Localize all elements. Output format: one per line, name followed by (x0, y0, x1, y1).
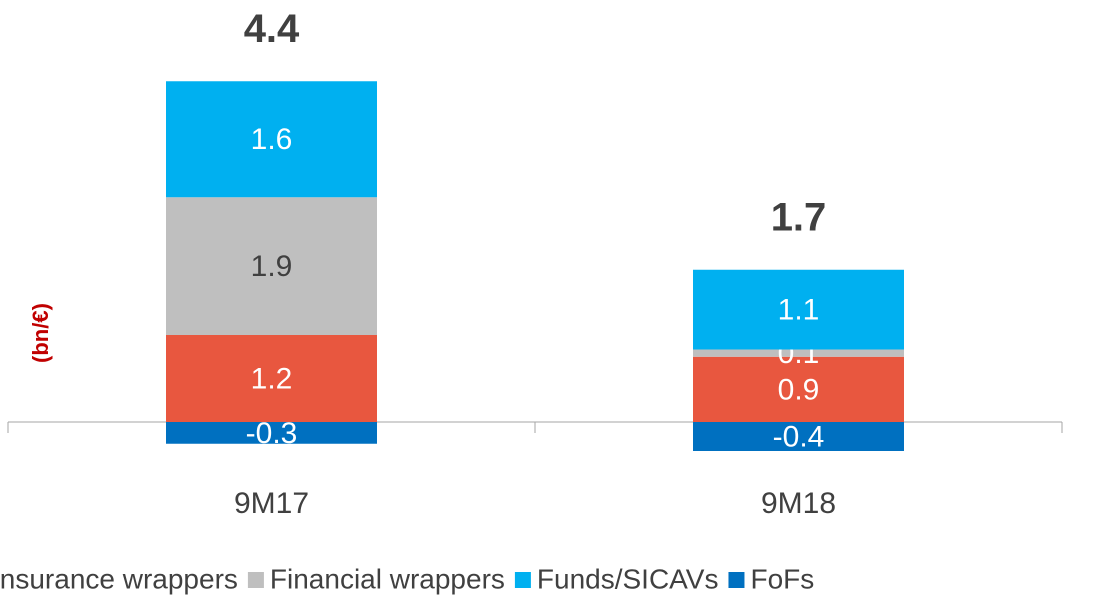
x-tick-label: 9M17 (234, 487, 309, 520)
data-label: 0.9 (778, 373, 820, 406)
y-axis-label: (bn/€) (28, 303, 53, 363)
bar-segment (693, 422, 904, 451)
data-label: 1.1 (778, 294, 820, 327)
legend-label: Funds/SICAVs (537, 563, 719, 594)
total-label: 1.7 (771, 195, 827, 239)
legend-marker (728, 572, 745, 588)
x-tick-label: 9M18 (761, 487, 836, 520)
data-label: -0.4 (773, 420, 825, 453)
legend-marker (247, 572, 264, 588)
data-label: 1.2 (251, 362, 293, 395)
legend-label: Financial wrappers (270, 563, 505, 594)
bar-segment (166, 81, 377, 198)
bar-segment (166, 335, 377, 422)
data-label: -0.3 (246, 417, 298, 450)
legend-label: FoFs (750, 563, 814, 594)
legend-label: Insurance wrappers (0, 563, 238, 594)
bar-segment (693, 356, 904, 422)
data-label: 1.6 (251, 123, 293, 156)
bar-segment (693, 269, 904, 350)
data-label: 1.9 (251, 250, 293, 283)
total-label: 4.4 (244, 7, 300, 51)
bar-segment (166, 422, 377, 444)
legend-marker (514, 572, 531, 588)
bar-segment (166, 197, 377, 335)
bar-segment (693, 349, 904, 357)
